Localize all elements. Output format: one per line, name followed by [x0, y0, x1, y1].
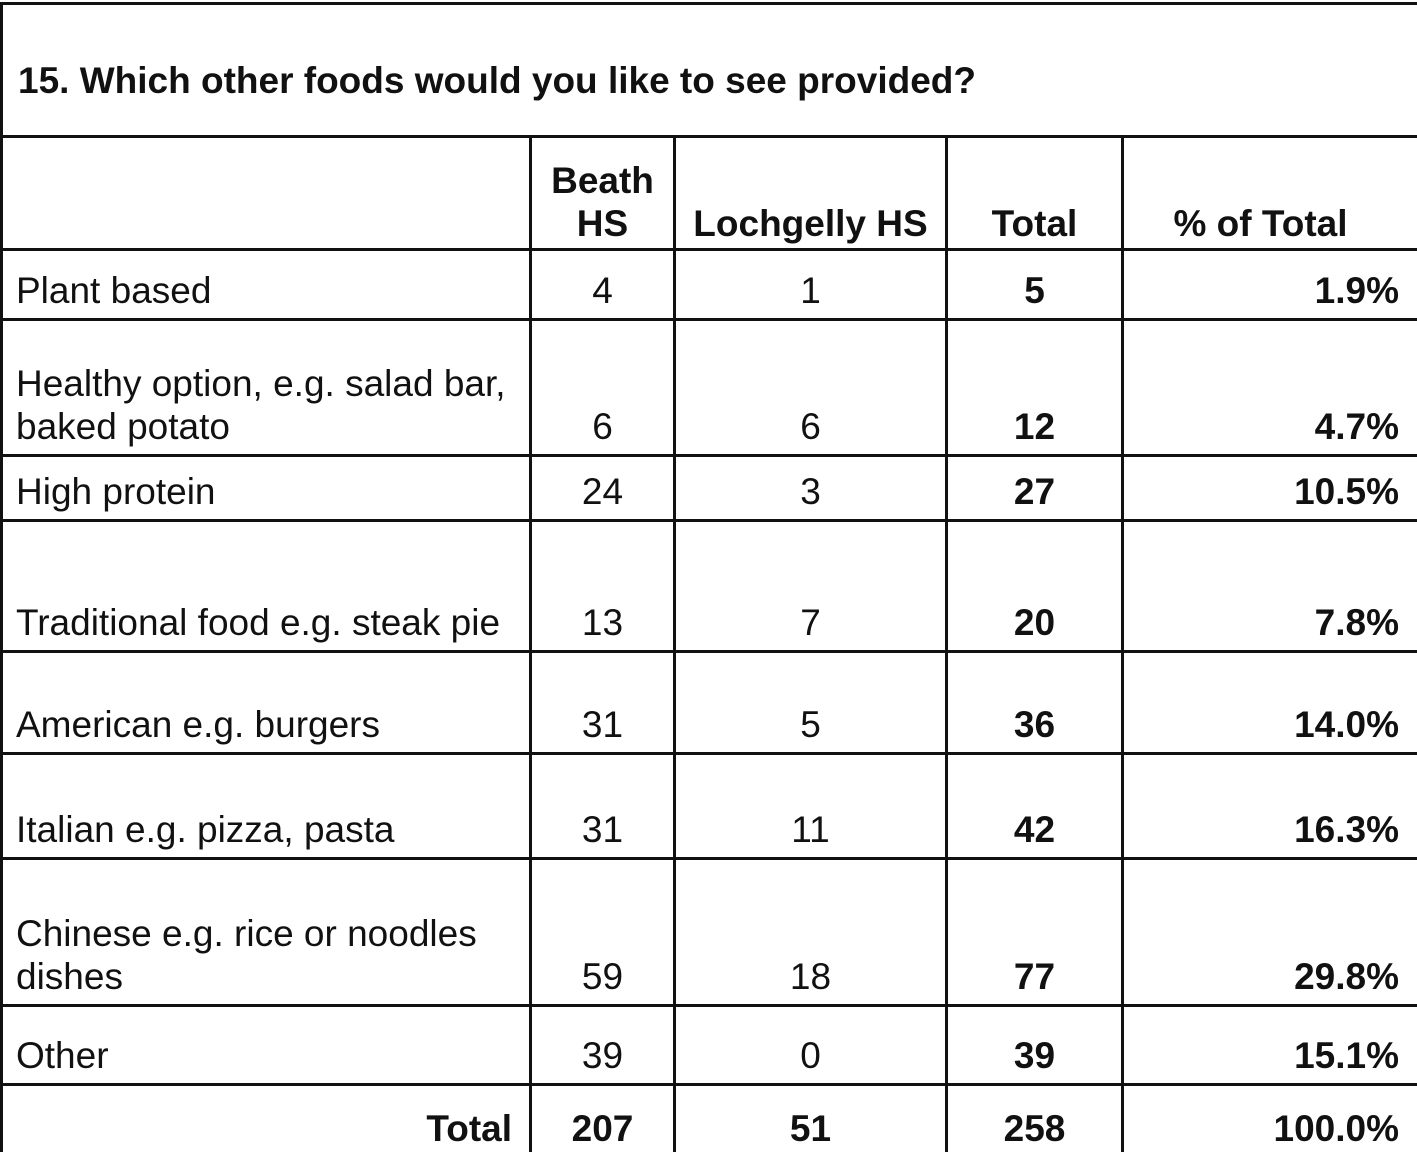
- cell-pct: 14.0%: [1294, 704, 1399, 745]
- cell-total: 36: [1013, 704, 1056, 745]
- cell-pct: 4.7%: [1314, 406, 1399, 447]
- cell-total: 77: [1013, 956, 1056, 997]
- table-title: 15. Which other foods would you like to …: [18, 60, 976, 101]
- header-beath: Beath HS: [551, 160, 654, 244]
- cell-pct: 7.8%: [1314, 602, 1399, 643]
- row-label: American e.g. burgers: [16, 704, 381, 745]
- row-label: Traditional food e.g. steak pie: [16, 602, 501, 643]
- title-divider: [0, 135, 1417, 138]
- row-label: Chinese e.g. rice or noodles dishes: [16, 913, 477, 997]
- cell-pct: 10.5%: [1294, 471, 1399, 512]
- table-border-left: [0, 2, 3, 1152]
- cell-beath: 6: [592, 406, 613, 447]
- cell-lochgelly: 7: [800, 602, 821, 643]
- totals-beath: 207: [571, 1108, 634, 1149]
- row-divider: [0, 857, 1417, 860]
- row-label: Plant based: [16, 270, 212, 311]
- cell-pct: 1.9%: [1314, 270, 1399, 311]
- row-divider: [0, 752, 1417, 755]
- cell-total: 27: [1013, 471, 1056, 512]
- cell-beath: 31: [581, 809, 624, 850]
- row-label: Italian e.g. pizza, pasta: [16, 809, 395, 850]
- row-divider: [0, 454, 1417, 457]
- row-divider: [0, 1004, 1417, 1007]
- row-label: Other: [16, 1035, 109, 1076]
- table-border-top: [0, 2, 1417, 5]
- cell-lochgelly: 18: [789, 956, 832, 997]
- row-divider: [0, 318, 1417, 321]
- cell-lochgelly: 6: [800, 406, 821, 447]
- cell-beath: 13: [581, 602, 624, 643]
- cell-beath: 31: [581, 704, 624, 745]
- header-lochgelly: Lochgelly HS: [693, 203, 928, 244]
- col-divider-4: [1121, 137, 1124, 1152]
- col-divider-3: [945, 137, 948, 1152]
- cell-beath: 59: [581, 956, 624, 997]
- cell-total: 5: [1024, 270, 1045, 311]
- cell-lochgelly: 1: [800, 270, 821, 311]
- cell-lochgelly: 11: [791, 809, 830, 850]
- cell-lochgelly: 3: [800, 471, 821, 512]
- col-divider-1: [529, 137, 532, 1152]
- row-divider: [0, 519, 1417, 522]
- cell-lochgelly: 0: [800, 1035, 821, 1076]
- cell-pct: 16.3%: [1294, 809, 1399, 850]
- row-label: High protein: [16, 471, 216, 512]
- header-total: Total: [991, 203, 1078, 244]
- cell-beath: 39: [581, 1035, 624, 1076]
- cell-total: 39: [1013, 1035, 1056, 1076]
- row-divider: [0, 650, 1417, 653]
- cell-pct: 15.1%: [1294, 1035, 1399, 1076]
- totals-lochgelly: 51: [789, 1108, 832, 1149]
- col-divider-2: [673, 137, 676, 1152]
- totals-total: 258: [1003, 1108, 1066, 1149]
- cell-beath: 4: [592, 270, 613, 311]
- cell-total: 12: [1013, 406, 1056, 447]
- totals-pct: 100.0%: [1273, 1108, 1400, 1149]
- cell-total: 20: [1013, 602, 1056, 643]
- row-label: Healthy option, e.g. salad bar, baked po…: [16, 363, 506, 447]
- totals-label: Total: [426, 1108, 512, 1149]
- header-pct: % of Total: [1173, 203, 1348, 244]
- cell-lochgelly: 5: [800, 704, 821, 745]
- cell-beath: 24: [581, 471, 624, 512]
- header-divider: [0, 248, 1417, 251]
- cell-pct: 29.8%: [1294, 956, 1399, 997]
- row-divider: [0, 1083, 1417, 1086]
- cell-total: 42: [1013, 809, 1056, 850]
